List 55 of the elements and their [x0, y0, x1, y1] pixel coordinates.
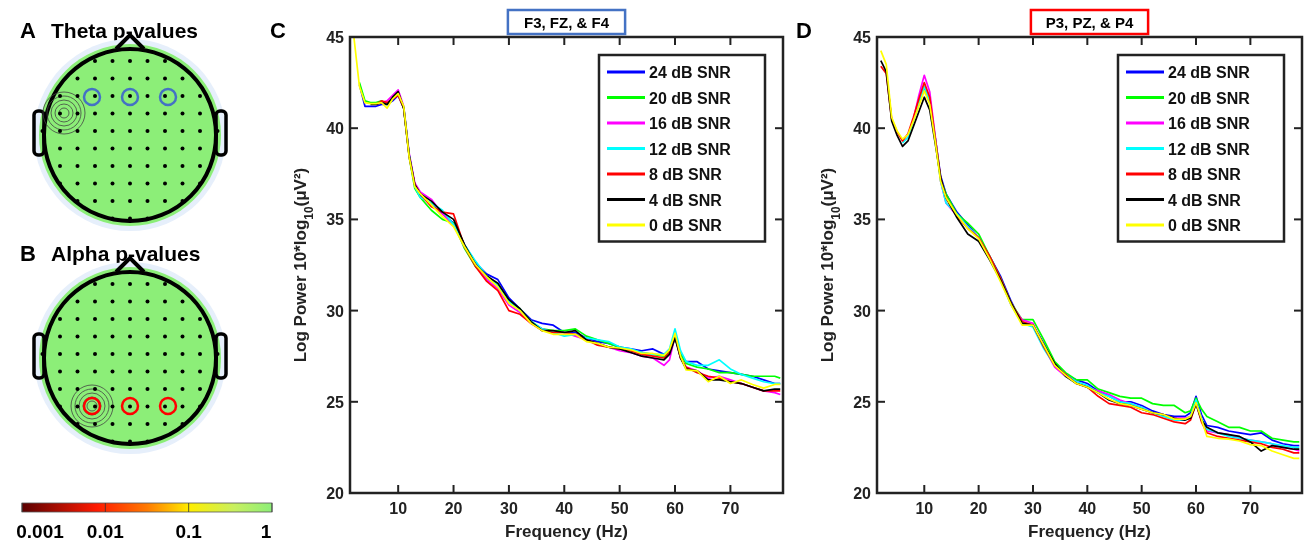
x-tick-label: 40	[555, 500, 574, 517]
y-tick-label: 30	[853, 302, 872, 320]
text: D	[796, 18, 812, 43]
x-tick-label: 20	[444, 500, 463, 517]
text: A	[20, 18, 36, 43]
legend-label: 20 dB SNR	[1168, 89, 1251, 107]
y-tick-label: 35	[326, 211, 345, 229]
x-axis-title: Frequency (Hz)	[505, 522, 628, 541]
legend-label: 24 dB SNR	[649, 64, 732, 81]
legend-label: 4 dB SNR	[1168, 191, 1242, 209]
line-series	[353, 37, 782, 389]
x-tick-label: 70	[1241, 500, 1260, 517]
legend-label: 12 dB SNR	[1168, 140, 1251, 158]
legend-label: 12 dB SNR	[649, 140, 732, 158]
text: Theta p-values	[51, 19, 199, 42]
x-tick-label: 20	[969, 500, 988, 517]
text: C	[270, 18, 286, 43]
y-tick-label: 45	[326, 29, 345, 46]
x-tick-label: 30	[500, 500, 518, 517]
legend-label: 24 dB SNR	[1168, 64, 1251, 81]
legend-label: 16 dB SNR	[1168, 115, 1251, 132]
y-tick-label: 25	[853, 393, 872, 411]
legend-label: 8 dB SNR	[1168, 166, 1242, 183]
y-tick-label: 45	[853, 29, 872, 46]
x-tick-label: 50	[610, 500, 629, 517]
text: B	[20, 241, 36, 266]
y-tick-label: 35	[853, 211, 872, 229]
y-tick-label: 20	[853, 485, 872, 502]
text: 0.01	[86, 521, 125, 542]
x-tick-label: 60	[666, 500, 685, 517]
x-tick-label: 50	[1132, 500, 1151, 517]
legend-label: 0 dB SNR	[1168, 217, 1242, 234]
x-tick-label: 60	[1187, 500, 1206, 517]
x-tick-label: 40	[1078, 500, 1097, 517]
text: 0.001	[16, 521, 65, 542]
legend-label: 4 dB SNR	[649, 191, 723, 209]
text: 1	[260, 521, 272, 542]
y-tick-label: 30	[326, 302, 345, 320]
legend-label: 8 dB SNR	[649, 166, 723, 183]
y-tick-label: 40	[326, 120, 345, 138]
x-tick-label: 70	[721, 500, 740, 517]
y-tick-label: 25	[326, 393, 345, 411]
chart-title: P3, PZ, & P4	[1045, 14, 1134, 31]
x-axis-title: Frequency (Hz)	[1028, 522, 1151, 541]
x-tick-label: 10	[389, 500, 408, 517]
x-tick-label: 30	[1024, 500, 1042, 517]
chart-title: F3, FZ, & F4	[523, 14, 610, 31]
y-tick-label: 40	[853, 120, 872, 138]
legend-label: 0 dB SNR	[649, 217, 723, 234]
legend-label: 20 dB SNR	[649, 89, 732, 107]
x-tick-label: 10	[915, 500, 934, 517]
y-tick-label: 20	[326, 485, 345, 502]
text: Alpha p-values	[51, 242, 201, 265]
legend-label: 16 dB SNR	[649, 115, 732, 132]
text: 0.1	[175, 521, 203, 542]
